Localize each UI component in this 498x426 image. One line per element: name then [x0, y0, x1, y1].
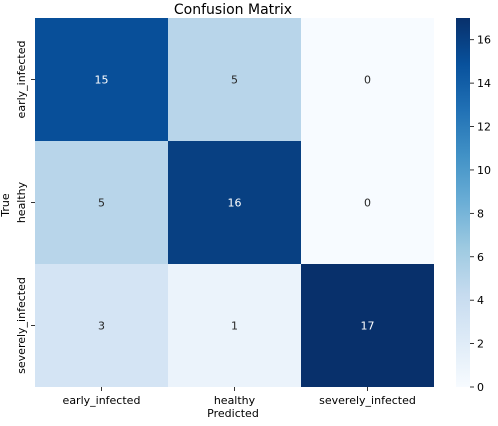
cell-value-label: 5 — [231, 74, 238, 87]
heatmap-cell — [168, 18, 301, 141]
heatmap-cell — [301, 18, 434, 141]
cell-value-label: 1 — [231, 320, 238, 333]
x-tick-label: healthy — [214, 394, 256, 407]
heatmap-cell — [301, 141, 434, 264]
x-axis: early_infected healthy severely_infected — [63, 387, 416, 407]
colorbar-tick-label: 4 — [477, 294, 484, 307]
cell-value-label: 0 — [364, 197, 371, 210]
colorbar-ticks: 0 2 4 6 8 10 12 14 16 — [470, 34, 491, 394]
y-tick-label: severely_infected — [15, 277, 28, 374]
heatmap-cell — [35, 264, 168, 387]
x-axis-label: Predicted — [207, 407, 259, 420]
colorbar-tick-label: 8 — [477, 207, 484, 220]
y-tick-label: early_infected — [15, 41, 28, 119]
x-tick-label: severely_infected — [319, 394, 416, 407]
heatmap-cell — [168, 141, 301, 264]
cell-value-label: 3 — [98, 320, 105, 333]
colorbar-tick-label: 2 — [477, 338, 484, 351]
colorbar-tick-label: 10 — [477, 164, 491, 177]
chart-title: Confusion Matrix — [174, 2, 292, 18]
colorbar-gradient — [456, 18, 470, 387]
cell-value-label: 17 — [361, 320, 375, 333]
heatmap-cell — [35, 141, 168, 264]
x-tick-label: early_infected — [63, 394, 141, 407]
heatmap-cell — [35, 18, 168, 141]
cell-value-label: 15 — [95, 74, 109, 87]
cell-value-label: 0 — [364, 74, 371, 87]
colorbar-tick-label: 16 — [477, 34, 491, 47]
cell-value-label: 16 — [228, 197, 242, 210]
colorbar-tick-label: 14 — [477, 77, 491, 90]
heatmap-cell — [301, 264, 434, 387]
heatmap-cells: 15 5 0 5 16 0 3 1 17 — [35, 18, 434, 387]
cell-value-label: 5 — [98, 197, 105, 210]
colorbar-tick-label: 0 — [477, 381, 484, 394]
heatmap-cell — [168, 264, 301, 387]
colorbar-tick-label: 6 — [477, 251, 484, 264]
y-axis-label: True — [0, 193, 12, 218]
y-tick-label: healthy — [15, 181, 28, 223]
colorbar: 0 2 4 6 8 10 12 14 16 — [456, 18, 491, 394]
colorbar-tick-label: 12 — [477, 121, 491, 134]
